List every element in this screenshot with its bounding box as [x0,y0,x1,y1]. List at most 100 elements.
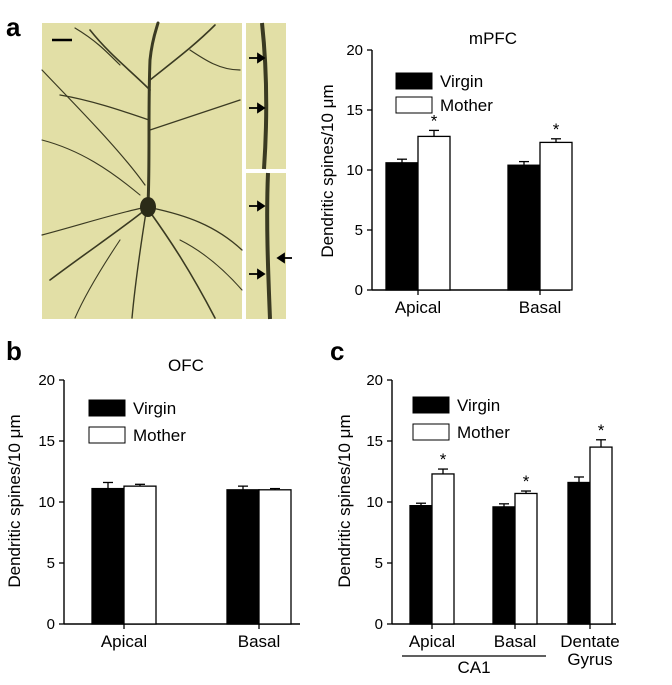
legend-swatch-virgin [88,399,126,417]
basal-dendrite [49,209,146,281]
bar-virgin [385,162,419,291]
chart-title: mPFC [469,29,517,48]
panel-label-a: a [6,12,21,42]
dendrite-tracing [41,21,243,319]
y-tick-label: 20 [38,372,55,389]
apical-branch [89,29,151,91]
panel-label-c: c [330,336,344,366]
y-ticks: 0 5 10 15 20 [38,372,64,633]
y-axis-label: Dendritic spines/10 μm [335,414,354,587]
legend-swatch-virgin [412,396,450,414]
legend-label-virgin: Virgin [133,399,176,418]
y-ticks: 0 5 10 15 20 [346,42,372,299]
legend-swatch-mother [412,423,450,441]
inset-dendrite-top [260,22,269,170]
x-tick-label: Gyrus [567,650,612,669]
y-tick-label: 0 [47,616,55,633]
legend: Virgin Mother [412,396,510,442]
arrow-icon [249,102,266,114]
arrow-icon [249,52,266,64]
y-tick-label: 20 [366,372,383,389]
bars: * * [385,111,573,291]
bar-mother [123,485,157,625]
y-tick-label: 10 [346,162,363,179]
x-tick-labels: Apical Basal [101,632,280,651]
y-tick-label: 5 [47,555,55,572]
legend-swatch-mother [395,96,433,114]
oblique-branch [41,69,146,186]
arrow-icon [276,252,292,264]
x-tick-label: Apical [101,632,147,651]
bar-virgin [91,487,125,625]
y-tick-label: 5 [355,222,363,239]
x-tick-labels: Apical Basal [395,298,561,317]
soma [140,197,156,217]
bar-virgin [226,489,260,625]
x-tick-label: Apical [395,298,441,317]
chart-ofc: OFC Dendritic spines/10 μm 0 5 10 15 20 Apic… [5,356,300,651]
arrow-icon [249,268,266,280]
legend-label-virgin: Virgin [457,396,500,415]
y-tick-label: 15 [346,102,363,119]
apical-branch [59,94,150,121]
micrograph-main [42,23,242,319]
group-label-ca1: CA1 [457,658,490,677]
legend: Virgin Mother [88,399,186,445]
legend-label-mother: Mother [440,96,493,115]
legend-swatch-virgin [395,72,433,90]
apical-branch [149,24,216,81]
bar-mother [258,489,292,625]
bar-virgin [507,164,541,291]
y-tick-label: 5 [375,555,383,572]
y-tick-label: 10 [38,494,55,511]
oblique-branch [41,139,141,196]
inset-arrows [249,52,292,280]
significance-marker: * [440,450,447,469]
bar-virgin [409,505,433,625]
y-tick-label: 10 [366,494,383,511]
basal-dendrite [131,211,147,319]
chart-title: OFC [168,356,204,375]
neuron-micrograph [41,21,292,320]
arrow-icon [249,200,266,212]
bar-virgin [567,481,591,625]
chart-hippocampus: Dendritic spines/10 μm 0 5 10 15 20 * * * Apic… [335,372,620,677]
y-ticks: 0 5 10 15 20 [366,372,392,633]
legend: Virgin Mother [395,72,493,115]
y-tick-label: 15 [38,433,55,450]
apical-branch [74,27,121,66]
y-tick-label: 0 [355,282,363,299]
bar-mother [417,135,451,291]
bar-virgin [492,506,516,625]
x-tick-label: Apical [409,632,455,651]
basal-dendrite [149,211,216,319]
y-tick-label: 20 [346,42,363,59]
inset-dendrite-bottom [265,172,272,320]
legend-label-mother: Mother [133,426,186,445]
basal-dendrite [74,239,121,319]
bars: * * * [409,421,613,625]
bar-mother [539,141,573,291]
panel-label-b: b [6,336,22,366]
significance-marker: * [431,111,438,130]
y-axis-label: Dendritic spines/10 μm [318,84,337,257]
x-tick-label: Basal [519,298,562,317]
bar-mother [589,446,613,625]
legend-swatch-mother [88,426,126,444]
x-tick-label: Basal [238,632,281,651]
apical-branch [189,49,241,71]
significance-marker: * [523,472,530,491]
y-tick-label: 0 [375,616,383,633]
legend-label-virgin: Virgin [440,72,483,91]
y-tick-label: 15 [366,433,383,450]
x-tick-label: Dentate [560,632,620,651]
apical-branch [149,99,241,131]
inset-dendrite-segments [260,22,272,320]
significance-marker: * [553,120,560,139]
legend-label-mother: Mother [457,423,510,442]
basal-dendrite [41,207,143,236]
bar-mother [514,492,538,625]
